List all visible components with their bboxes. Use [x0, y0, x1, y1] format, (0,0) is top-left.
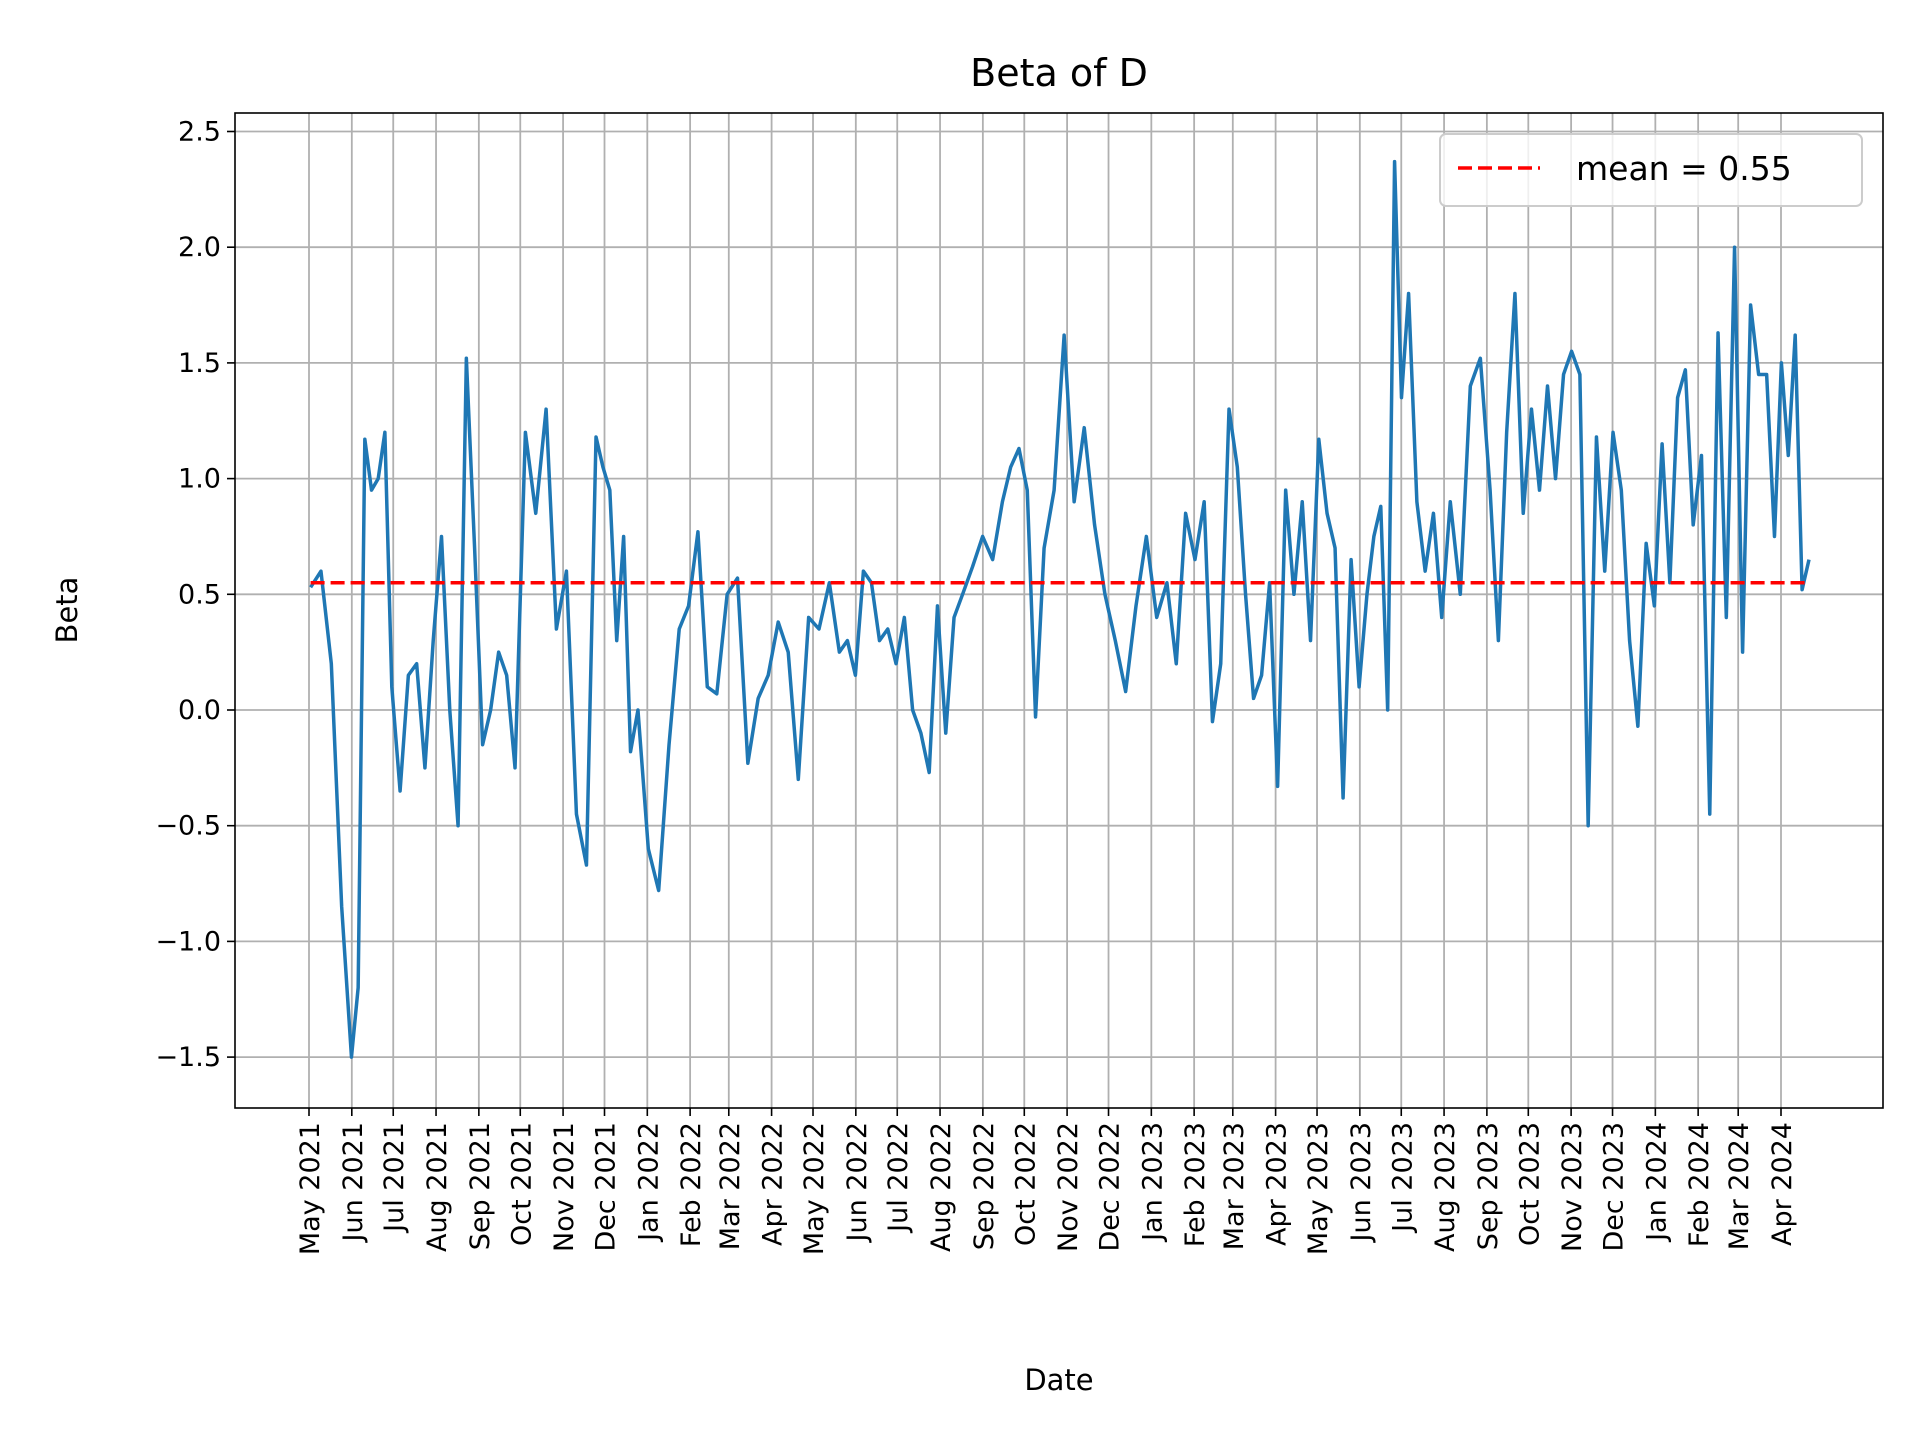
x-tick-label: Aug 2023: [1430, 1122, 1461, 1252]
x-tick-label: Dec 2021: [591, 1122, 622, 1252]
x-tick-label: Jul 2021: [379, 1122, 410, 1234]
x-tick-label: May 2022: [799, 1122, 830, 1255]
y-tick-label: −1.5: [155, 1042, 221, 1073]
x-tick-label: Dec 2023: [1599, 1122, 1630, 1252]
x-tick-label: Apr 2023: [1262, 1122, 1293, 1246]
x-tick-label: Nov 2022: [1053, 1122, 1084, 1252]
x-tick-label: Aug 2022: [926, 1122, 957, 1252]
x-tick-label: Jan 2024: [1641, 1122, 1672, 1243]
x-axis: May 2021 Jun 2021 Jul 2021 Aug 2021 Sep 2021…: [295, 1108, 1798, 1255]
y-tick-label: −0.5: [155, 811, 221, 842]
x-tick-label: Sep 2021: [465, 1122, 496, 1250]
axes-frame: [234, 112, 1884, 1109]
legend-box: [1439, 133, 1863, 207]
x-tick-label: May 2023: [1303, 1122, 1334, 1255]
x-tick-label: Oct 2021: [506, 1122, 537, 1246]
x-tick-label: Oct 2023: [1514, 1122, 1545, 1246]
x-axis-label: Date: [1024, 1363, 1093, 1397]
x-tick-label: Sep 2023: [1473, 1122, 1504, 1250]
grid: [235, 113, 1883, 1108]
chart-title: Beta of D: [970, 51, 1148, 95]
y-tick-label: 0.5: [178, 579, 221, 610]
x-tick-label: Mar 2022: [715, 1122, 746, 1250]
y-axis-label: Beta: [50, 577, 84, 644]
beta-series-line: [309, 159, 1811, 1059]
y-tick-label: 2.5: [178, 117, 221, 148]
x-tick-label: Jan 2022: [633, 1122, 664, 1243]
y-axis: −1.5 −1.0 −0.5 0.0 0.5 1.0 1.5 2.0 2.5: [155, 117, 235, 1073]
x-tick-label: Aug 2021: [422, 1122, 453, 1252]
x-tick-label: Dec 2022: [1095, 1122, 1126, 1252]
y-tick-label: 1.5: [178, 348, 221, 379]
y-tick-label: 1.0: [178, 464, 221, 495]
x-tick-label: Jul 2023: [1387, 1122, 1418, 1234]
y-tick-label: −1.0: [155, 926, 221, 957]
x-tick-label: Oct 2022: [1010, 1122, 1041, 1246]
x-tick-label: Jun 2021: [338, 1122, 369, 1243]
y-tick-label: 2.0: [178, 232, 221, 263]
legend: mean = 0.55: [1439, 133, 1863, 207]
x-tick-label: Jan 2023: [1137, 1122, 1168, 1243]
x-tick-label: Sep 2022: [969, 1122, 1000, 1250]
x-tick-label: Mar 2024: [1724, 1122, 1755, 1250]
x-tick-label: Apr 2022: [758, 1122, 789, 1246]
x-tick-label: Nov 2021: [549, 1122, 580, 1252]
x-tick-label: Feb 2024: [1684, 1122, 1715, 1247]
x-tick-label: Jun 2022: [842, 1122, 873, 1243]
x-tick-label: Feb 2022: [676, 1122, 707, 1247]
plot-area: [309, 159, 1811, 1059]
x-tick-label: Jul 2022: [883, 1122, 914, 1234]
x-tick-label: May 2021: [295, 1122, 326, 1255]
x-tick-label: Nov 2023: [1557, 1122, 1588, 1252]
y-tick-label: 0.0: [178, 695, 221, 726]
x-tick-label: Jun 2023: [1346, 1122, 1377, 1243]
x-tick-label: Feb 2023: [1180, 1122, 1211, 1247]
legend-mean-label: mean = 0.55: [1576, 149, 1792, 188]
x-tick-label: Apr 2024: [1767, 1122, 1798, 1246]
x-tick-label: Mar 2023: [1219, 1122, 1250, 1250]
